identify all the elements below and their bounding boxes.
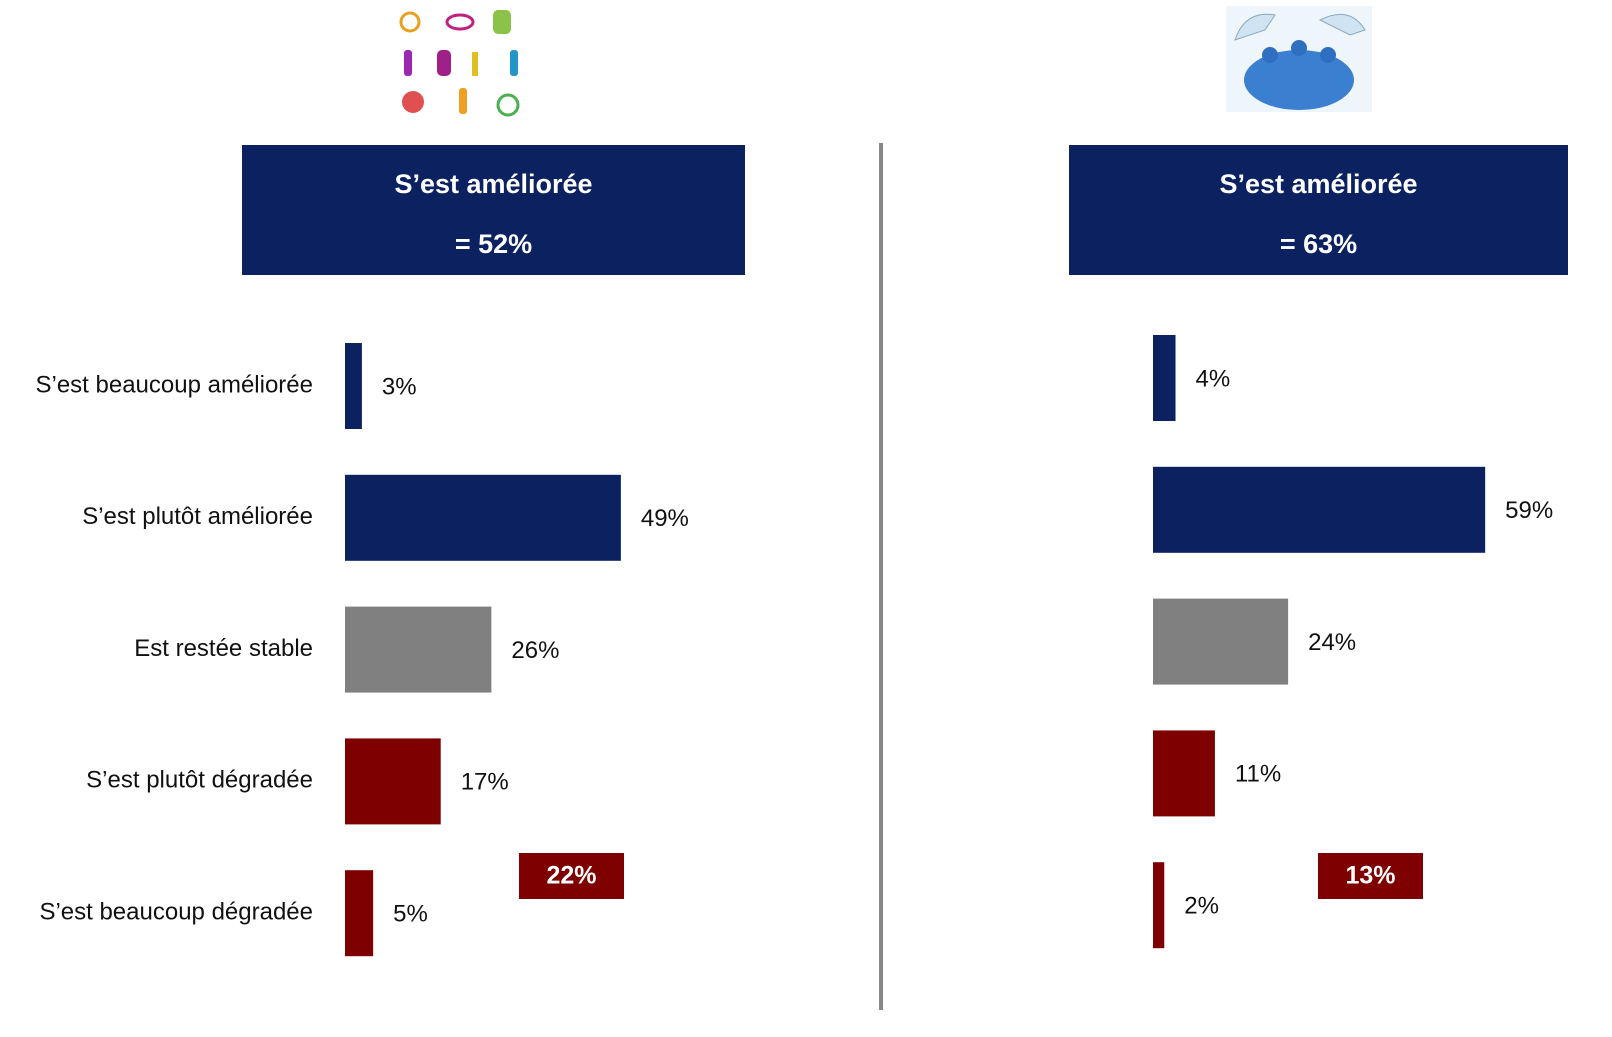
header-box [242, 145, 745, 275]
value-label: 59% [1505, 497, 1553, 524]
annotation: 22% [546, 862, 596, 890]
value-label: 4% [1196, 365, 1231, 392]
value-label: 11% [1235, 761, 1281, 788]
category-label: S’est plutôt améliorée [82, 503, 313, 530]
disability-icons [399, 10, 520, 117]
value-label: 2% [1184, 893, 1219, 920]
bar [345, 474, 621, 561]
bar [1153, 730, 1215, 817]
value-label: 3% [382, 373, 417, 400]
bar [345, 870, 374, 957]
bar [345, 738, 441, 825]
header-value: = 52% [455, 229, 532, 259]
value-label: 5% [393, 901, 428, 928]
annotation-box [1318, 853, 1423, 899]
bar [1153, 862, 1165, 949]
annotation: 13% [1345, 862, 1395, 890]
header-title: S’est améliorée [1219, 169, 1417, 199]
category-label: S’est beaucoup améliorée [35, 371, 313, 398]
annotation-box [519, 853, 624, 899]
bar [345, 606, 492, 693]
header-value: = 63% [1280, 229, 1357, 259]
category-label: Est restée stable [134, 635, 313, 662]
category-label: S’est beaucoup dégradée [39, 899, 313, 926]
value-label: 17% [461, 769, 509, 796]
crowd-icon [1226, 6, 1372, 112]
bar [1153, 335, 1176, 421]
value-label: 26% [511, 637, 559, 664]
bar [1153, 598, 1289, 685]
bar [1153, 466, 1486, 553]
header-box [1069, 145, 1568, 275]
category-label: S’est plutôt dégradée [86, 767, 313, 794]
header-title: S’est améliorée [394, 169, 592, 199]
value-label: 49% [641, 505, 689, 532]
value-label: 24% [1308, 629, 1356, 656]
bar [345, 343, 362, 429]
